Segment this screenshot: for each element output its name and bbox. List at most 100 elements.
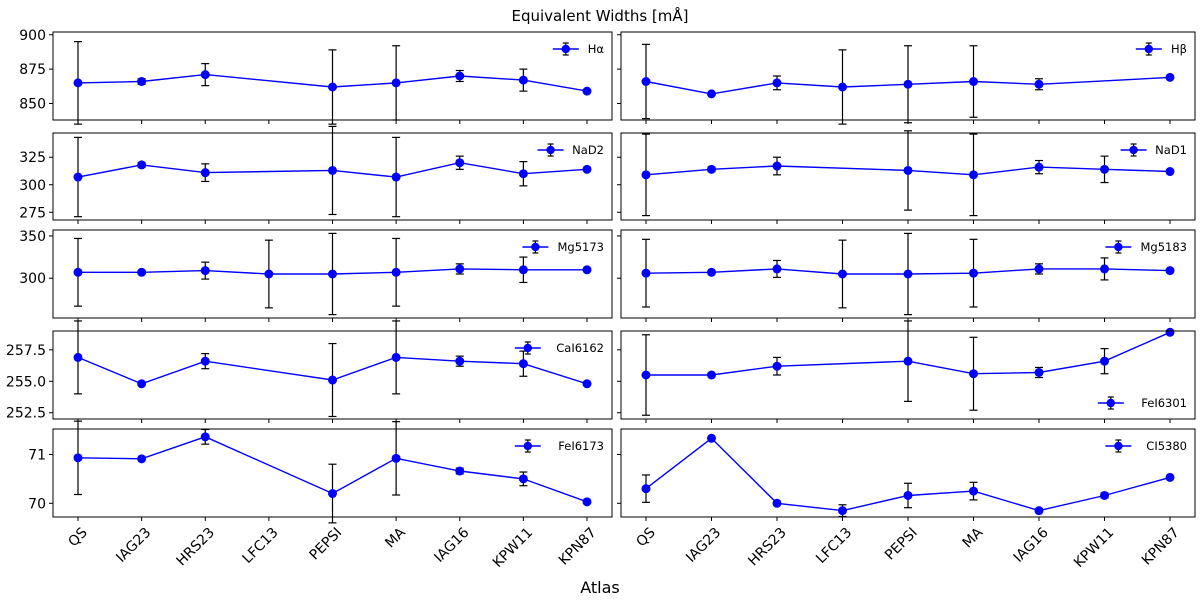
data-point-iag23 bbox=[707, 89, 716, 99]
data-point-ma bbox=[969, 486, 978, 496]
data-point-iag16 bbox=[455, 466, 465, 476]
data-point-qs bbox=[73, 453, 83, 463]
y-tick-label: 300 bbox=[19, 271, 46, 287]
data-point-pepsi bbox=[903, 165, 913, 175]
x-tick-label: LFC13 bbox=[813, 525, 855, 567]
plot-frame bbox=[52, 229, 613, 319]
y-tick-label: 300 bbox=[19, 178, 46, 194]
legend-marker bbox=[523, 343, 532, 353]
data-point-hrs23 bbox=[772, 78, 782, 88]
legend-marker bbox=[523, 441, 532, 451]
data-point-ma bbox=[969, 369, 978, 379]
data-point-qs bbox=[73, 267, 83, 277]
data-point-kpn87 bbox=[582, 497, 592, 507]
data-point-hrs23 bbox=[200, 168, 210, 178]
x-tick-label: KPN87 bbox=[556, 525, 600, 569]
legend-label: CaI6162 bbox=[556, 341, 604, 355]
series-line-nad1 bbox=[645, 165, 1171, 176]
panel-cai6162: 252.5 255.0 257.5 CaI6162 bbox=[6, 320, 613, 423]
data-point-ma bbox=[969, 268, 978, 278]
data-point-kpw11 bbox=[1100, 490, 1109, 500]
y-tick-label: 70 bbox=[28, 496, 46, 512]
data-point-pepsi bbox=[903, 269, 913, 279]
data-point-kpn87 bbox=[1165, 266, 1175, 276]
x-tick-label: HRS23 bbox=[173, 525, 218, 570]
panel-ci5380: QS IAG23 HRS23 LFC13 PEPSI MA IAG16 KPW11 KPN87 C… bbox=[617, 428, 1196, 571]
series-line-fei6173 bbox=[77, 436, 588, 503]
data-point-pepsi bbox=[328, 269, 337, 279]
legend-label: Hα bbox=[588, 42, 605, 56]
data-point-iag23 bbox=[707, 370, 716, 380]
y-tick-label: 71 bbox=[28, 447, 46, 463]
legend-mg5173: Mg5173 bbox=[522, 240, 604, 254]
data-point-pepsi bbox=[903, 490, 913, 500]
data-point-iag23 bbox=[707, 164, 716, 174]
data-point-iag23 bbox=[137, 454, 147, 464]
panel-mg5173: 300 350 Mg5173 bbox=[19, 229, 613, 322]
x-tick-label: KPW11 bbox=[490, 525, 536, 571]
x-tick-label: MA bbox=[382, 524, 409, 551]
y-tick-label: 350 bbox=[19, 229, 46, 245]
data-point-iag16 bbox=[455, 356, 465, 366]
data-point-kpn87 bbox=[1165, 167, 1175, 177]
x-tick-label: PEPSI bbox=[307, 525, 346, 564]
data-point-pepsi bbox=[903, 79, 913, 89]
legend-label: Hβ bbox=[1171, 42, 1187, 56]
x-tick-label: KPW11 bbox=[1071, 525, 1117, 571]
plot-frame bbox=[52, 132, 613, 221]
panel-mg5183: Mg5183 bbox=[617, 229, 1196, 322]
x-tick-label: IAG23 bbox=[113, 525, 154, 566]
legend-marker bbox=[1106, 398, 1116, 408]
y-tick-label: 875 bbox=[19, 62, 46, 78]
plot-frame bbox=[620, 132, 1196, 221]
data-point-iag16 bbox=[455, 71, 465, 81]
data-point-ma bbox=[391, 453, 401, 463]
x-tick-label: HRS23 bbox=[745, 525, 790, 570]
x-tick-label: MA bbox=[960, 524, 987, 551]
data-point-ma bbox=[391, 352, 401, 362]
data-point-lfc13 bbox=[838, 82, 847, 92]
data-point-lfc13 bbox=[838, 506, 847, 516]
legend-label: Mg5173 bbox=[558, 240, 605, 254]
panel-fei6173: 70 71 QS IAG23 HRS23 LFC13 PEPSI MA IAG16 KPW11 KP… bbox=[28, 420, 613, 571]
legend-marker bbox=[531, 242, 540, 252]
legend-label: NaD2 bbox=[572, 143, 604, 157]
data-point-ma bbox=[391, 78, 401, 88]
data-point-qs bbox=[641, 484, 651, 494]
data-point-kpn87 bbox=[582, 265, 592, 275]
data-point-ma bbox=[969, 170, 978, 180]
data-point-kpw11 bbox=[1100, 356, 1109, 366]
data-point-lfc13 bbox=[838, 269, 847, 279]
data-point-hrs23 bbox=[200, 70, 210, 80]
data-point-kpw11 bbox=[1100, 164, 1109, 174]
data-point-iag16 bbox=[455, 158, 465, 168]
legend-marker bbox=[1129, 145, 1138, 155]
data-point-iag16 bbox=[455, 264, 465, 274]
plot-frame bbox=[620, 31, 1196, 121]
y-tick-label: 257.5 bbox=[6, 343, 46, 359]
plot-frame bbox=[52, 31, 613, 121]
y-tick-label: 325 bbox=[19, 150, 46, 166]
legend-mg5183: Mg5183 bbox=[1105, 240, 1187, 254]
data-point-iag23 bbox=[707, 433, 716, 443]
data-point-hrs23 bbox=[200, 266, 210, 276]
legend-label: FeI6301 bbox=[1141, 396, 1187, 410]
data-point-lfc13 bbox=[264, 269, 274, 279]
data-point-pepsi bbox=[328, 375, 337, 385]
data-point-iag16 bbox=[1034, 367, 1044, 377]
chart-title: Equivalent Widths [mÅ] bbox=[511, 6, 688, 25]
data-point-hrs23 bbox=[772, 264, 782, 274]
data-point-kpw11 bbox=[518, 359, 528, 369]
legend-marker bbox=[546, 145, 555, 155]
x-tick-label: QS bbox=[65, 525, 90, 550]
data-point-qs bbox=[73, 78, 83, 88]
legend-hα: Hα bbox=[552, 42, 605, 56]
data-point-kpw11 bbox=[1100, 264, 1109, 274]
x-axis-label: Atlas bbox=[580, 578, 620, 597]
data-point-iag23 bbox=[137, 267, 147, 277]
legend-fei6301: FeI6301 bbox=[1097, 396, 1187, 410]
data-point-kpw11 bbox=[518, 169, 528, 179]
data-point-kpn87 bbox=[1165, 72, 1175, 82]
data-point-iag16 bbox=[1034, 162, 1044, 172]
